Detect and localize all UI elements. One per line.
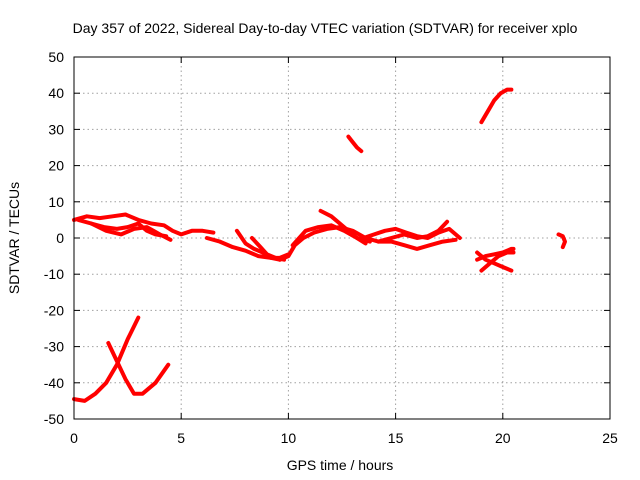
- axis-ticks: 0 5 10 15 20 25 -50 -40 -30 -20 -10 0 10 20 30 40 50: [44, 49, 618, 446]
- y-tick-label: -40: [44, 375, 64, 391]
- series-arc-19: [106, 341, 171, 396]
- y-axis-title: SDTVAR / TECUs: [6, 182, 22, 294]
- y-tick-label: 10: [48, 194, 64, 210]
- x-tick-label: 10: [281, 430, 297, 446]
- series-arc-14: [475, 246, 516, 262]
- y-tick-label: -20: [44, 302, 64, 318]
- series-arc-9: [318, 208, 368, 246]
- x-tick-label: 25: [602, 430, 618, 446]
- grid: [74, 57, 610, 419]
- series-arc-11: [376, 219, 450, 244]
- x-tick-label: 0: [70, 430, 78, 446]
- series-arc-12: [346, 134, 364, 154]
- y-tick-label: 0: [56, 230, 64, 246]
- y-tick-label: -30: [44, 339, 64, 355]
- y-tick-label: -50: [44, 411, 64, 427]
- series-arc-18: [72, 315, 141, 403]
- series-arc-17: [556, 232, 567, 250]
- x-axis-title: GPS time / hours: [287, 457, 394, 473]
- series-layer: [72, 87, 567, 403]
- series-arc-16: [479, 87, 514, 125]
- x-tick-label: 20: [495, 430, 511, 446]
- y-tick-label: -10: [44, 266, 64, 282]
- x-tick-label: 5: [177, 430, 185, 446]
- y-tick-label: 30: [48, 121, 64, 137]
- chart-title: Day 357 of 2022, Sidereal Day-to-day VTE…: [73, 20, 578, 36]
- series-arc-3: [76, 217, 169, 239]
- y-tick-label: 20: [48, 158, 64, 174]
- series-arc-10: [361, 226, 462, 240]
- series-arc-7: [277, 225, 458, 262]
- series-arc-1: [72, 212, 216, 237]
- series-arc-4: [204, 236, 291, 260]
- y-tick-label: 40: [48, 85, 64, 101]
- series-arc-15: [479, 250, 516, 273]
- x-tick-label: 15: [388, 430, 404, 446]
- y-tick-label: 50: [48, 49, 64, 65]
